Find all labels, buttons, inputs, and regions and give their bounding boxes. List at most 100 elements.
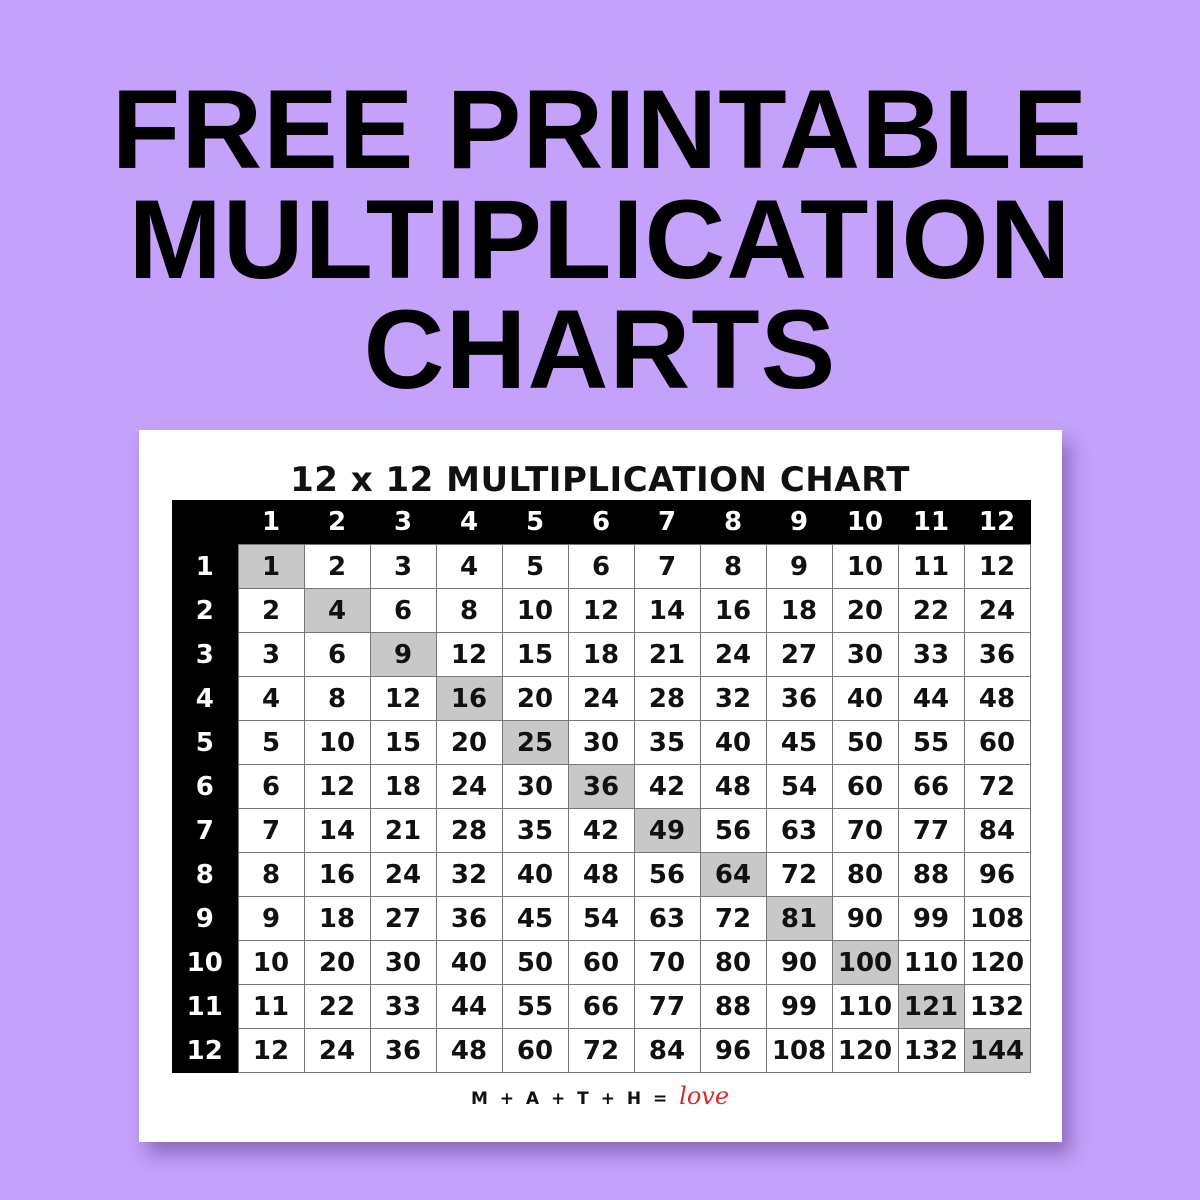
product-cell: 9 — [237, 896, 305, 941]
product-cell: 12 — [369, 676, 437, 721]
product-cell: 110 — [831, 984, 899, 1029]
product-cell: 48 — [699, 764, 767, 809]
product-cell: 4 — [237, 676, 305, 721]
product-cell: 80 — [831, 852, 899, 897]
square-cell: 4 — [303, 588, 371, 633]
product-cell: 45 — [765, 720, 833, 765]
product-cell: 22 — [303, 984, 371, 1029]
column-header: 1 — [238, 500, 304, 545]
product-cell: 70 — [831, 808, 899, 853]
square-cell: 1 — [237, 544, 305, 589]
product-cell: 24 — [303, 1028, 371, 1073]
column-header: 7 — [634, 500, 700, 545]
product-cell: 10 — [303, 720, 371, 765]
product-cell: 18 — [369, 764, 437, 809]
product-cell: 14 — [303, 808, 371, 853]
product-cell: 2 — [237, 588, 305, 633]
product-cell: 108 — [963, 896, 1031, 941]
corner-cell — [172, 500, 238, 545]
table-row: 12 12 24 36 48 60 72 84 96 108 120 132 144 — [172, 1028, 1031, 1073]
product-cell: 6 — [567, 544, 635, 589]
product-cell: 90 — [765, 940, 833, 985]
table-row: 4 4 8 12 16 20 24 28 32 36 40 44 48 — [172, 676, 1031, 721]
product-cell: 88 — [897, 852, 965, 897]
product-cell: 8 — [435, 588, 503, 633]
product-cell: 77 — [897, 808, 965, 853]
square-cell: 16 — [435, 676, 503, 721]
product-cell: 42 — [633, 764, 701, 809]
product-cell: 54 — [765, 764, 833, 809]
product-cell: 20 — [303, 940, 371, 985]
chart-title: 12 x 12 MULTIPLICATION CHART — [290, 460, 910, 500]
product-cell: 35 — [633, 720, 701, 765]
product-cell: 33 — [369, 984, 437, 1029]
product-cell: 20 — [831, 588, 899, 633]
product-cell: 66 — [567, 984, 635, 1029]
product-cell: 84 — [633, 1028, 701, 1073]
product-cell: 44 — [897, 676, 965, 721]
product-cell: 72 — [567, 1028, 635, 1073]
product-cell: 3 — [237, 632, 305, 677]
square-cell: 144 — [963, 1028, 1031, 1073]
product-cell: 15 — [369, 720, 437, 765]
table-row: 3 3 6 9 12 15 18 21 24 27 30 33 36 — [172, 632, 1031, 677]
product-cell: 44 — [435, 984, 503, 1029]
brand-logo: M + A + T + H = love — [0, 1082, 1200, 1110]
column-header: 12 — [964, 500, 1030, 545]
row-header: 9 — [172, 896, 238, 941]
product-cell: 16 — [699, 588, 767, 633]
row-header: 8 — [172, 852, 238, 897]
product-cell: 60 — [831, 764, 899, 809]
product-cell: 10 — [831, 544, 899, 589]
product-cell: 110 — [897, 940, 965, 985]
column-header: 11 — [898, 500, 964, 545]
brand-logo-word: love — [679, 1082, 730, 1110]
product-cell: 45 — [501, 896, 569, 941]
product-cell: 11 — [897, 544, 965, 589]
product-cell: 20 — [501, 676, 569, 721]
product-cell: 63 — [765, 808, 833, 853]
multiplication-table: 1 2 3 4 5 6 7 8 9 10 11 12 1 1 2 3 4 5 6 7 8 9 10 11 12 2 2 4 6 8 10 12… — [172, 500, 1031, 1073]
product-cell: 2 — [303, 544, 371, 589]
product-cell: 108 — [765, 1028, 833, 1073]
product-cell: 12 — [303, 764, 371, 809]
product-cell: 24 — [963, 588, 1031, 633]
product-cell: 4 — [435, 544, 503, 589]
product-cell: 28 — [435, 808, 503, 853]
product-cell: 72 — [765, 852, 833, 897]
headline-line-3: CHARTS — [363, 287, 837, 412]
column-header: 3 — [370, 500, 436, 545]
row-header: 2 — [172, 588, 238, 633]
product-cell: 40 — [831, 676, 899, 721]
product-cell: 96 — [963, 852, 1031, 897]
square-cell: 100 — [831, 940, 899, 985]
row-header: 7 — [172, 808, 238, 853]
square-cell: 49 — [633, 808, 701, 853]
product-cell: 12 — [963, 544, 1031, 589]
table-row: 7 7 14 21 28 35 42 49 56 63 70 77 84 — [172, 808, 1031, 853]
product-cell: 120 — [963, 940, 1031, 985]
column-header: 9 — [766, 500, 832, 545]
product-cell: 88 — [699, 984, 767, 1029]
product-cell: 8 — [303, 676, 371, 721]
product-cell: 8 — [237, 852, 305, 897]
product-cell: 8 — [699, 544, 767, 589]
product-cell: 66 — [897, 764, 965, 809]
product-cell: 16 — [303, 852, 371, 897]
square-cell: 36 — [567, 764, 635, 809]
row-header: 12 — [172, 1028, 238, 1073]
product-cell: 32 — [435, 852, 503, 897]
square-cell: 9 — [369, 632, 437, 677]
product-cell: 27 — [369, 896, 437, 941]
product-cell: 80 — [699, 940, 767, 985]
product-cell: 36 — [765, 676, 833, 721]
column-header: 4 — [436, 500, 502, 545]
product-cell: 70 — [633, 940, 701, 985]
product-cell: 72 — [699, 896, 767, 941]
product-cell: 24 — [369, 852, 437, 897]
table-row: 10 10 20 30 40 50 60 70 80 90 100 110 120 — [172, 940, 1031, 985]
header-row: 1 2 3 4 5 6 7 8 9 10 11 12 — [172, 500, 1030, 545]
square-cell: 121 — [897, 984, 965, 1029]
row-header: 1 — [172, 544, 238, 589]
product-cell: 6 — [303, 632, 371, 677]
